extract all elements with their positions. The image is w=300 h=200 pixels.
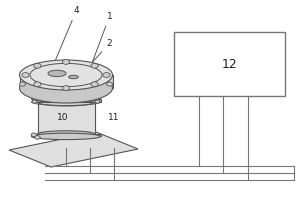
Circle shape (91, 82, 98, 87)
Circle shape (22, 73, 29, 77)
Circle shape (20, 82, 26, 86)
Circle shape (34, 82, 41, 87)
Polygon shape (32, 99, 101, 102)
Circle shape (62, 60, 70, 64)
Circle shape (35, 136, 40, 139)
Text: 4: 4 (55, 6, 79, 61)
Circle shape (62, 86, 70, 90)
Ellipse shape (69, 75, 78, 79)
FancyBboxPatch shape (174, 32, 285, 96)
Text: 10: 10 (57, 114, 69, 122)
Ellipse shape (20, 73, 112, 103)
Text: 12: 12 (222, 58, 237, 71)
Circle shape (32, 100, 37, 103)
Ellipse shape (20, 60, 112, 90)
Ellipse shape (32, 133, 101, 140)
Polygon shape (38, 102, 94, 134)
Ellipse shape (38, 131, 94, 137)
Circle shape (34, 63, 41, 68)
Text: 1: 1 (91, 12, 112, 66)
Circle shape (103, 73, 110, 77)
Circle shape (91, 63, 98, 68)
Circle shape (31, 133, 37, 137)
Circle shape (106, 82, 112, 86)
Ellipse shape (48, 70, 66, 77)
Circle shape (95, 100, 100, 103)
Polygon shape (9, 132, 138, 167)
Text: 2: 2 (80, 39, 112, 76)
Polygon shape (32, 134, 101, 136)
Text: 11: 11 (108, 114, 120, 122)
Polygon shape (20, 75, 112, 88)
Ellipse shape (32, 95, 101, 102)
Ellipse shape (38, 98, 94, 106)
